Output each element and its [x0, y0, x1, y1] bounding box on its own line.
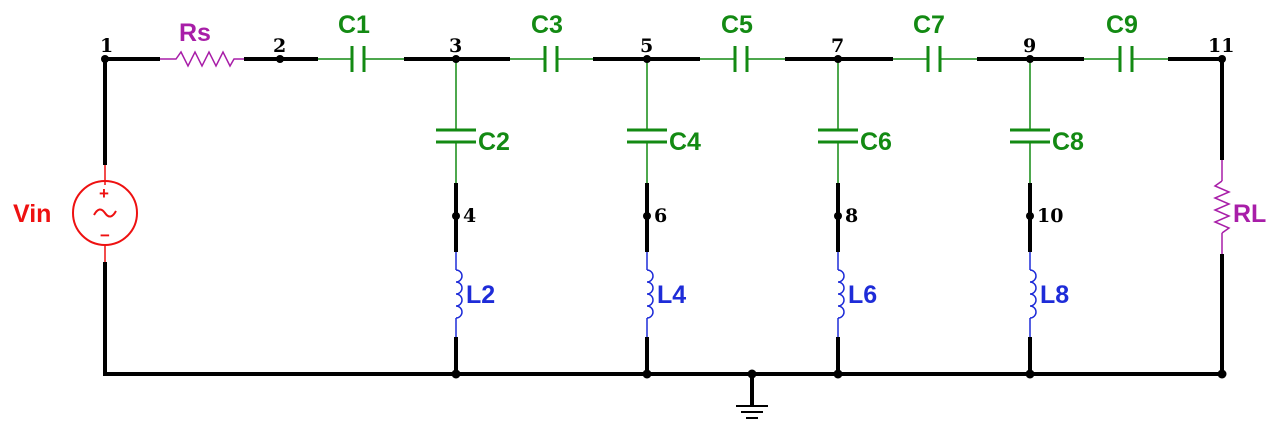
- l4-label: L4: [657, 281, 686, 309]
- c3-capacitor-icon: [510, 46, 593, 72]
- node-label-6: 6: [654, 205, 667, 227]
- c6-label: C6: [860, 128, 892, 156]
- c7-label: C7: [913, 11, 945, 39]
- source-plus-sign: +: [99, 184, 109, 203]
- rs-resistor-icon: [160, 50, 244, 68]
- branch-c2-l2: [436, 59, 476, 374]
- source-column: [72, 59, 138, 376]
- node-label-2: 2: [273, 35, 286, 57]
- l6-label: L6: [848, 281, 877, 309]
- rl-label: RL: [1233, 200, 1266, 228]
- node-label-10: 10: [1037, 205, 1063, 227]
- vin-label: Vin: [13, 200, 51, 228]
- c5-capacitor-icon: [700, 46, 785, 72]
- node-label-4: 4: [463, 205, 476, 227]
- load-column: [1213, 57, 1231, 376]
- c5-label: C5: [721, 11, 753, 39]
- node-label-8: 8: [845, 205, 858, 227]
- junction-dots: [101, 55, 1227, 379]
- node-label-7: 7: [831, 35, 844, 57]
- c8-label: C8: [1052, 128, 1084, 156]
- node-label-3: 3: [449, 35, 462, 57]
- l2-label: L2: [466, 281, 495, 309]
- node-label-5: 5: [640, 35, 653, 57]
- source-minus-sign: −: [100, 226, 110, 245]
- c2-label: C2: [478, 128, 510, 156]
- c1-label: C1: [338, 11, 370, 39]
- c3-label: C3: [531, 11, 563, 39]
- branch-c4-l4: [627, 59, 667, 374]
- rl-resistor-icon: [1213, 180, 1231, 234]
- rs-label: Rs: [179, 19, 211, 47]
- l8-label: L8: [1040, 281, 1069, 309]
- c7-capacitor-icon: [893, 46, 977, 72]
- c9-capacitor-icon: [1084, 46, 1168, 72]
- c9-label: C9: [1106, 11, 1138, 39]
- node-label-9: 9: [1023, 35, 1036, 57]
- node-label-11: 11: [1208, 35, 1234, 57]
- c1-capacitor-icon: [318, 46, 404, 72]
- node-label-1: 1: [100, 35, 113, 57]
- ground-rail: [104, 372, 1224, 419]
- c4-label: C4: [669, 128, 701, 156]
